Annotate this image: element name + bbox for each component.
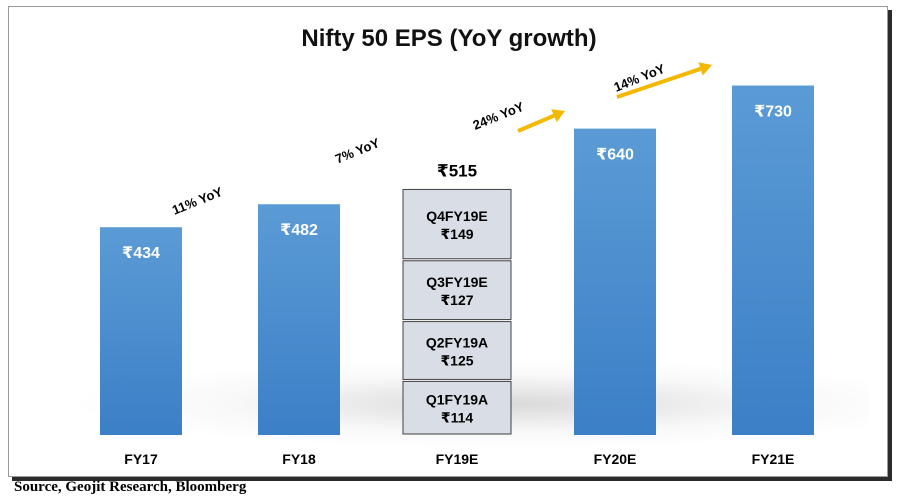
stack-segment-name: Q1FY19A <box>426 392 488 408</box>
stack-segment-name: Q2FY19A <box>426 335 488 351</box>
bar-value-label: ₹515 <box>437 161 477 180</box>
growth-arrow-shaft <box>616 66 702 99</box>
bar-fy21e <box>732 85 814 435</box>
bar-value-label: ₹482 <box>280 222 318 239</box>
bar-fy20e <box>574 128 656 435</box>
bar-value-label: ₹640 <box>596 147 634 164</box>
stack-segment-q4fy19e <box>402 188 512 260</box>
x-tick-label: FY20E <box>594 451 637 467</box>
stack-segment-q1fy19a <box>402 380 512 435</box>
stack-segment-value: ₹114 <box>441 410 474 426</box>
stack-segment-name: Q3FY19E <box>426 274 487 290</box>
bar-value-label: ₹434 <box>122 245 160 262</box>
x-tick-label: FY17 <box>124 451 158 467</box>
stack-segment-value: ₹127 <box>440 292 473 308</box>
growth-annotation: 24% YoY <box>471 99 527 133</box>
x-tick-label: FY21E <box>752 451 795 467</box>
growth-annotation: 11% YoY <box>170 184 225 218</box>
stack-segment-value: ₹149 <box>440 226 473 242</box>
bar-value-label: ₹730 <box>754 104 792 121</box>
growth-annotation: 7% YoY <box>333 135 382 166</box>
stack-segment-value: ₹125 <box>440 353 473 369</box>
growth-arrow-head <box>698 62 712 76</box>
stack-segment-q3fy19e <box>402 260 512 321</box>
bar-fy17 <box>100 227 182 435</box>
source-note: Source, Geojit Research, Bloomberg <box>14 479 247 495</box>
bar-fy18 <box>258 204 340 435</box>
x-tick-label: FY18 <box>282 451 316 467</box>
chart-frame: Nifty 50 EPS (YoY growth) ₹434 FY17 ₹482 FY… <box>8 6 888 477</box>
chart-title: Nifty 50 EPS (YoY growth) <box>301 25 597 52</box>
x-tick-label: FY19E <box>436 451 479 467</box>
growth-arrow-head <box>551 109 565 123</box>
growth-arrow-shaft <box>517 113 555 133</box>
eps-bar-chart: ₹434 FY17 ₹482 FY18 Q1FY19A ₹114 Q2FY19A ₹125 Q3… <box>100 61 814 467</box>
stack-segment-name: Q4FY19E <box>426 208 487 224</box>
stack-segment-q2fy19a <box>402 321 512 380</box>
